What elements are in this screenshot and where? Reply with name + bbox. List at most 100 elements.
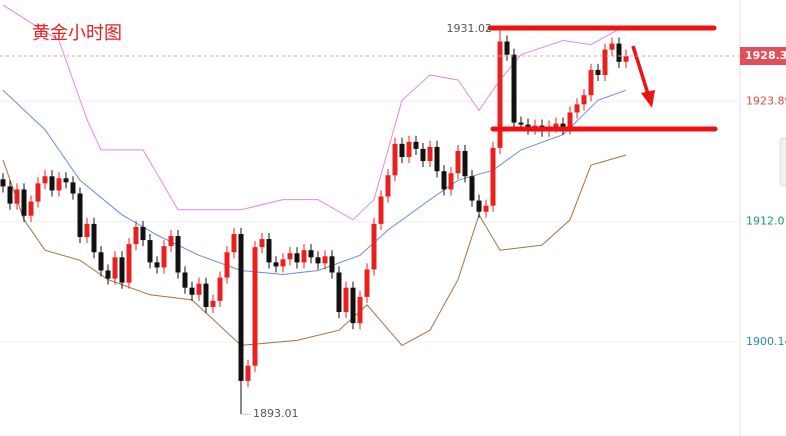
- y-tick-label: 1912.01: [746, 215, 786, 228]
- candle-body: [7, 186, 13, 204]
- candle-body: [14, 189, 20, 204]
- candle-body: [581, 95, 587, 105]
- candle-body: [168, 236, 174, 247]
- annotation-arrow: [631, 45, 650, 95]
- candle-body: [420, 148, 426, 162]
- candle-body: [490, 147, 496, 206]
- candle-body: [84, 223, 90, 238]
- candle-body: [518, 122, 524, 125]
- candle-body: [308, 250, 314, 258]
- price-annotation: 1893.01: [253, 407, 299, 420]
- candle-body: [406, 141, 412, 158]
- candle-body: [273, 262, 279, 267]
- candle-body: [476, 200, 482, 212]
- candle-body: [616, 43, 622, 62]
- band-line: [2, 4, 627, 221]
- candle-body: [329, 256, 335, 273]
- candle-body: [280, 259, 286, 267]
- candle-body: [126, 244, 132, 283]
- candle-body: [252, 247, 258, 366]
- candle-body: [574, 104, 580, 113]
- candle-body: [378, 196, 384, 224]
- candle-body: [553, 123, 559, 127]
- candle-body: [147, 240, 153, 263]
- candle-body: [287, 253, 293, 260]
- candle-body: [623, 56, 629, 62]
- candle-body: [595, 69, 601, 75]
- band-line: [2, 89, 627, 276]
- candle-body: [259, 239, 265, 248]
- last-price-label: 1928.37: [745, 49, 786, 62]
- candle-body: [511, 54, 517, 123]
- candle-body: [154, 262, 160, 268]
- candle-body: [77, 193, 83, 238]
- candle-body: [63, 178, 69, 183]
- candle-body: [28, 201, 34, 216]
- candle-body: [448, 173, 454, 190]
- candle-body: [196, 283, 202, 295]
- candle-body: [21, 189, 27, 216]
- candle-body: [231, 234, 237, 253]
- candle-body: [483, 205, 489, 212]
- candle-body: [35, 183, 41, 202]
- y-tick-label: 1900.14: [746, 335, 786, 348]
- price-annotation: 1931.02: [447, 22, 493, 35]
- candle-body: [112, 257, 118, 279]
- candle-body: [462, 150, 468, 177]
- candle-body: [182, 272, 188, 288]
- candle-body: [266, 239, 272, 263]
- candle-body: [56, 178, 62, 191]
- candle-body: [294, 253, 300, 263]
- candle-body: [105, 270, 111, 279]
- candle-body: [609, 43, 615, 50]
- candle-body: [469, 176, 475, 201]
- candle-body: [336, 272, 342, 313]
- candle-body: [315, 257, 321, 264]
- candle-body: [49, 176, 55, 191]
- candle-body: [567, 112, 573, 129]
- candle-body: [217, 277, 223, 301]
- candle-body: [588, 69, 594, 96]
- last-price-box: [740, 47, 786, 66]
- candle-body: [70, 182, 76, 194]
- candle-body: [385, 175, 391, 197]
- candle-body: [364, 269, 370, 297]
- candle-body: [371, 223, 377, 270]
- candle-body: [434, 146, 440, 172]
- candle-body: [98, 252, 104, 271]
- candle-body: [413, 141, 419, 149]
- candle-body: [245, 365, 251, 381]
- candle-body: [133, 226, 139, 245]
- candle-body: [175, 236, 181, 273]
- candle-body: [224, 252, 230, 278]
- candle-body: [238, 234, 244, 381]
- candle-body: [140, 226, 146, 241]
- candle-body: [210, 300, 216, 307]
- candle-body: [350, 287, 356, 324]
- candle-body: [189, 287, 195, 295]
- candle-body: [301, 250, 307, 263]
- candle-body: [161, 246, 167, 268]
- candle-body: [427, 146, 433, 162]
- chart-title: 黄金小时图: [32, 23, 122, 44]
- y-tick-label: 1923.89: [746, 94, 786, 107]
- candle-body: [322, 256, 328, 264]
- candle-body: [441, 171, 447, 190]
- candle-body: [497, 41, 503, 148]
- scrollbar[interactable]: [779, 137, 786, 187]
- candle-body: [399, 143, 405, 158]
- candle-body: [357, 296, 363, 324]
- candle-body: [91, 223, 97, 253]
- candle-body: [119, 257, 125, 283]
- candle-body: [504, 41, 510, 55]
- candle-body: [0, 179, 6, 187]
- candle-body: [602, 49, 608, 75]
- candle-body: [343, 287, 349, 313]
- candle-body: [42, 176, 48, 184]
- annotation-arrow-head: [641, 90, 655, 108]
- candle-body: [455, 150, 461, 174]
- candle-body: [560, 123, 566, 129]
- candle-body: [203, 283, 209, 307]
